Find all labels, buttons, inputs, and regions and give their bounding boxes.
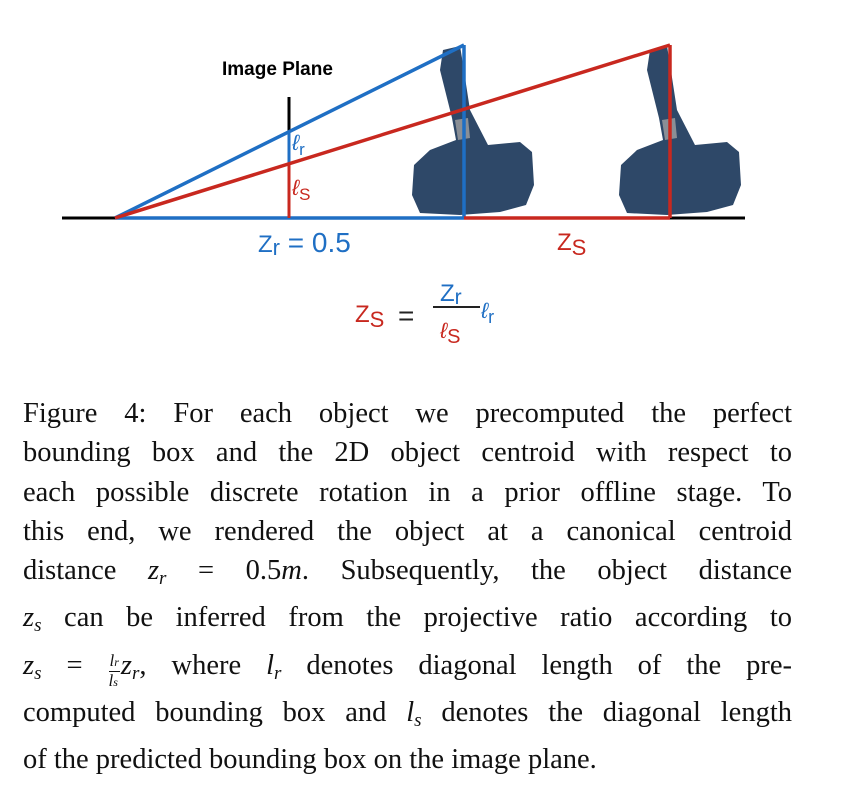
distance-formula: ZS = Zr ℓS ℓr [355,280,494,348]
caption-line: of the predicted bounding box on the ima… [23,744,597,776]
ls-label: ℓS [291,175,310,204]
math-zs: zs [23,602,42,637]
svg-text:ZS: ZS [355,301,384,332]
zs-label: ZS [557,229,586,260]
svg-text:ℓr: ℓr [480,298,494,327]
caption-line: each possible discrete rotation in a pri… [23,476,792,508]
math-zr: zr = 0.5m [147,555,302,590]
object-near [412,46,534,215]
svg-text:ℓS: ℓS [439,318,460,348]
caption-line: Figure 4: For each object we precomputed… [23,398,792,429]
red-hypotenuse [114,43,671,220]
caption-line: zs can be inferred from the projective r… [23,602,792,637]
svg-text:=: = [398,300,414,331]
caption-line: distance zr = 0.5m. Subsequently, the ob… [23,555,792,590]
caption-line: zs = lr ls zr, where lr denotes diagonal l… [23,649,793,690]
zr-label: Zr = 0.5 [258,227,351,260]
figure-caption: Figure 4: For each object we precomputed… [23,394,792,780]
math-zs-equation: zs = lr ls zr [23,649,140,690]
object-far [619,46,741,215]
svg-text:Zr: Zr [440,280,462,309]
caption-line: bounding box and the 2D object centroid … [23,437,792,469]
blue-hypotenuse [114,43,465,220]
caption-line: this end, we rendered the object at a ca… [23,515,792,547]
image-plane-label: Image Plane [222,59,333,80]
lr-label: ℓr [291,130,305,159]
projection-diagram: Image Plane ℓr ℓS Zr = 0.5 ZS ZS = Zr ℓS… [62,43,745,348]
caption-line: computed bounding box and ls denotes the… [23,697,792,732]
